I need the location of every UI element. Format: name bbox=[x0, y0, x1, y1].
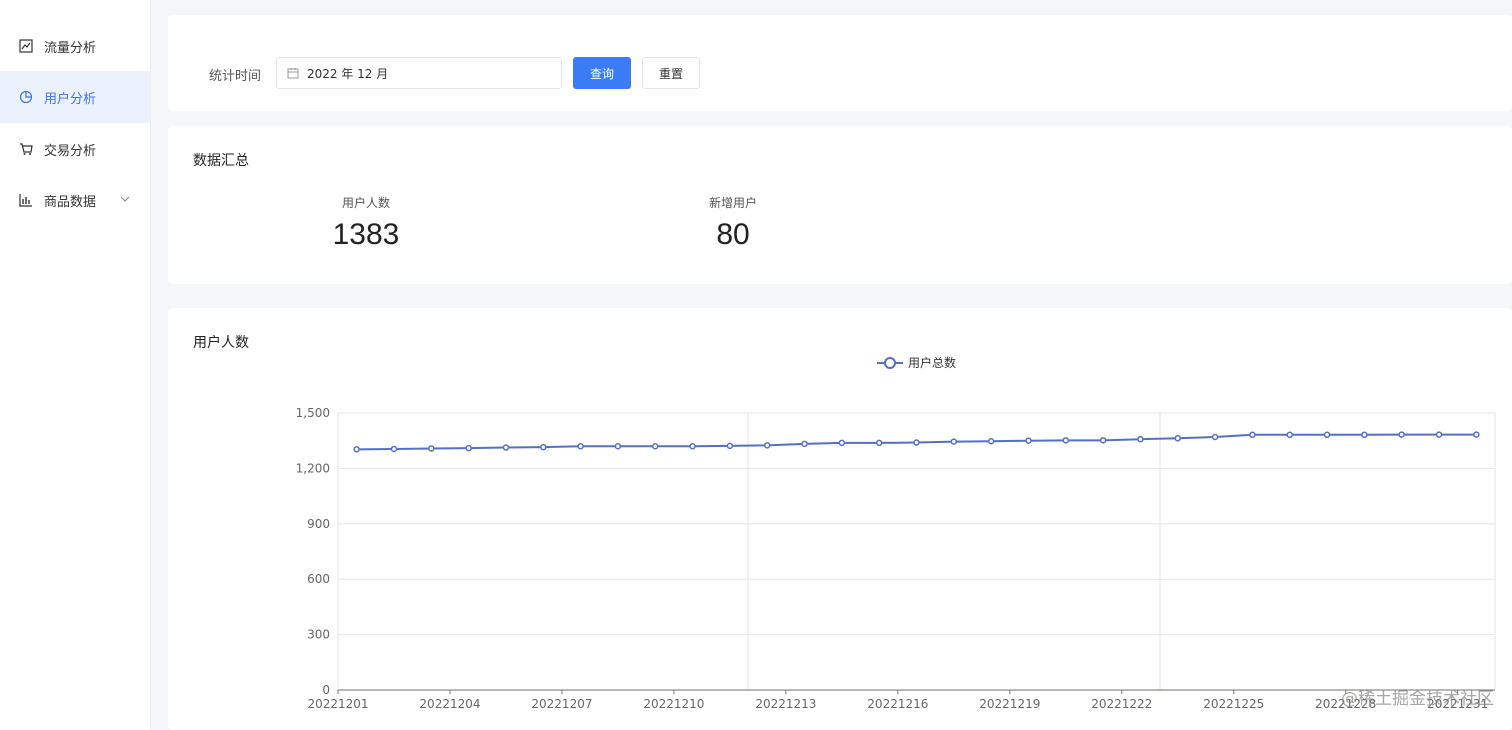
summary-title: 数据汇总 bbox=[193, 153, 249, 169]
chevron-down-icon[interactable] bbox=[118, 192, 132, 206]
stat-value-users: 1383 bbox=[332, 218, 400, 251]
month-picker-value: 2022 年 12 月 bbox=[307, 66, 389, 81]
sidebar-item-label: 流量分析 bbox=[44, 40, 97, 56]
user-count-chart-panel: 用户人数 bbox=[168, 308, 1512, 730]
sidebar-item-user-analysis[interactable]: 用户分析 bbox=[0, 71, 150, 123]
stat-label-users: 用户人数 bbox=[341, 196, 390, 210]
sidebar: 流量分析 用户分析 交易分析 商品数据 bbox=[0, 0, 151, 730]
sidebar-item-trade-analysis[interactable]: 交易分析 bbox=[0, 123, 150, 175]
pie-chart-icon bbox=[18, 89, 34, 105]
sidebar-item-label: 用户分析 bbox=[44, 91, 97, 107]
cart-icon bbox=[18, 141, 34, 157]
summary-panel: 数据汇总 用户人数 1383 新增用户 80 bbox=[168, 126, 1512, 284]
sidebar-item-label: 商品数据 bbox=[44, 194, 97, 210]
stat-time-label: 统计时间 bbox=[209, 69, 262, 84]
sidebar-item-traffic-analysis[interactable]: 流量分析 bbox=[0, 20, 150, 72]
calendar-icon bbox=[287, 67, 299, 79]
query-button[interactable]: 查询 bbox=[573, 57, 631, 89]
filter-panel: 统计时间 2022 年 12 月 查询 重置 bbox=[168, 15, 1512, 111]
stat-label-new-users: 新增用户 bbox=[708, 196, 757, 210]
bar-chart-icon bbox=[18, 192, 34, 208]
chart-title: 用户人数 bbox=[193, 335, 249, 351]
reset-button[interactable]: 重置 bbox=[642, 57, 700, 89]
stat-value-new-users: 80 bbox=[716, 218, 750, 251]
line-chart-icon bbox=[18, 38, 34, 54]
sidebar-item-label: 交易分析 bbox=[44, 143, 97, 159]
month-picker[interactable]: 2022 年 12 月 bbox=[276, 57, 562, 89]
sidebar-item-product-data[interactable]: 商品数据 bbox=[0, 174, 150, 226]
